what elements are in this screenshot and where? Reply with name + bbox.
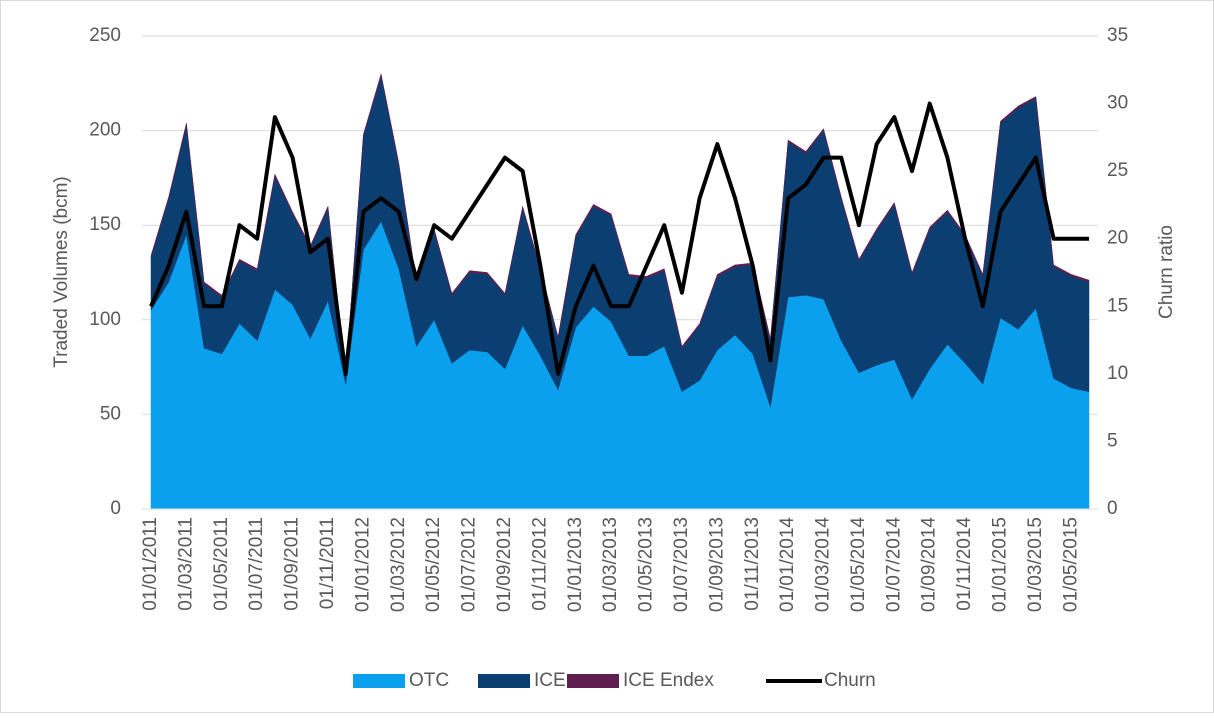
legend-swatch	[353, 674, 405, 688]
x-tick-label: 01/09/2014	[919, 517, 940, 613]
y2-tick-label: 15	[1107, 295, 1128, 316]
x-tick-label: 01/07/2013	[671, 517, 692, 612]
x-tick-label: 01/07/2012	[459, 517, 480, 612]
y2-tick-label: 30	[1107, 93, 1128, 114]
legend-swatch	[567, 674, 619, 688]
x-tick-label: 01/05/2013	[636, 517, 657, 612]
x-tick-label: 01/03/2012	[388, 517, 409, 612]
x-tick-label: 01/11/2011	[317, 517, 338, 609]
x-tick-label: 01/11/2013	[742, 517, 763, 611]
y-tick-label: 200	[89, 120, 121, 141]
legend-label: ICE Endex	[623, 670, 714, 691]
x-tick-label: 01/03/2015	[1025, 517, 1046, 612]
x-tick-label: 01/05/2015	[1060, 517, 1081, 612]
y2-tick-label: 5	[1107, 430, 1118, 451]
x-tick-label: 01/03/2011	[175, 517, 196, 611]
x-tick-label: 01/01/2015	[990, 517, 1011, 612]
x-tick-label: 01/11/2012	[529, 517, 550, 611]
y2-tick-label: 35	[1107, 25, 1128, 46]
legend-swatch	[478, 674, 530, 688]
y-tick-label: 50	[100, 403, 121, 424]
x-tick-label: 01/09/2013	[706, 517, 727, 612]
legend-label: ICE	[534, 670, 566, 691]
x-tick-label: 01/01/2013	[565, 517, 586, 612]
x-tick-label: 01/01/2011	[140, 517, 161, 611]
x-tick-label: 01/03/2013	[600, 517, 621, 612]
x-tick-label: 01/05/2012	[423, 517, 444, 612]
x-tick-label: 01/01/2014	[777, 517, 798, 613]
x-tick-label: 01/07/2011	[246, 517, 267, 611]
x-tick-label: 01/09/2012	[494, 517, 515, 612]
x-tick-label: 01/09/2011	[282, 517, 303, 611]
x-tick-label: 01/11/2014	[954, 517, 975, 611]
y2-axis-title: Churn ratio	[1156, 225, 1177, 319]
x-tick-label: 01/05/2014	[848, 517, 869, 613]
y-axis-title: Traded Volumes (bcm)	[51, 176, 72, 367]
legend-label: OTC	[409, 670, 449, 691]
x-tick-label: 01/05/2011	[211, 517, 232, 611]
y-tick-label: 150	[89, 214, 121, 235]
x-tick-label: 01/03/2014	[813, 517, 834, 613]
area	[150, 73, 1090, 379]
y-tick-label: 100	[89, 309, 121, 330]
x-tick-label: 01/01/2012	[352, 517, 373, 612]
legend-label: Churn	[824, 670, 876, 691]
y2-tick-label: 10	[1107, 363, 1128, 384]
y2-tick-label: 0	[1107, 498, 1118, 519]
x-tick-label: 01/07/2014	[883, 517, 904, 613]
y-tick-label: 250	[89, 25, 121, 46]
y-tick-label: 0	[110, 498, 121, 519]
line	[149, 101, 1089, 376]
y2-tick-label: 25	[1107, 160, 1128, 181]
y2-tick-label: 20	[1107, 228, 1128, 249]
